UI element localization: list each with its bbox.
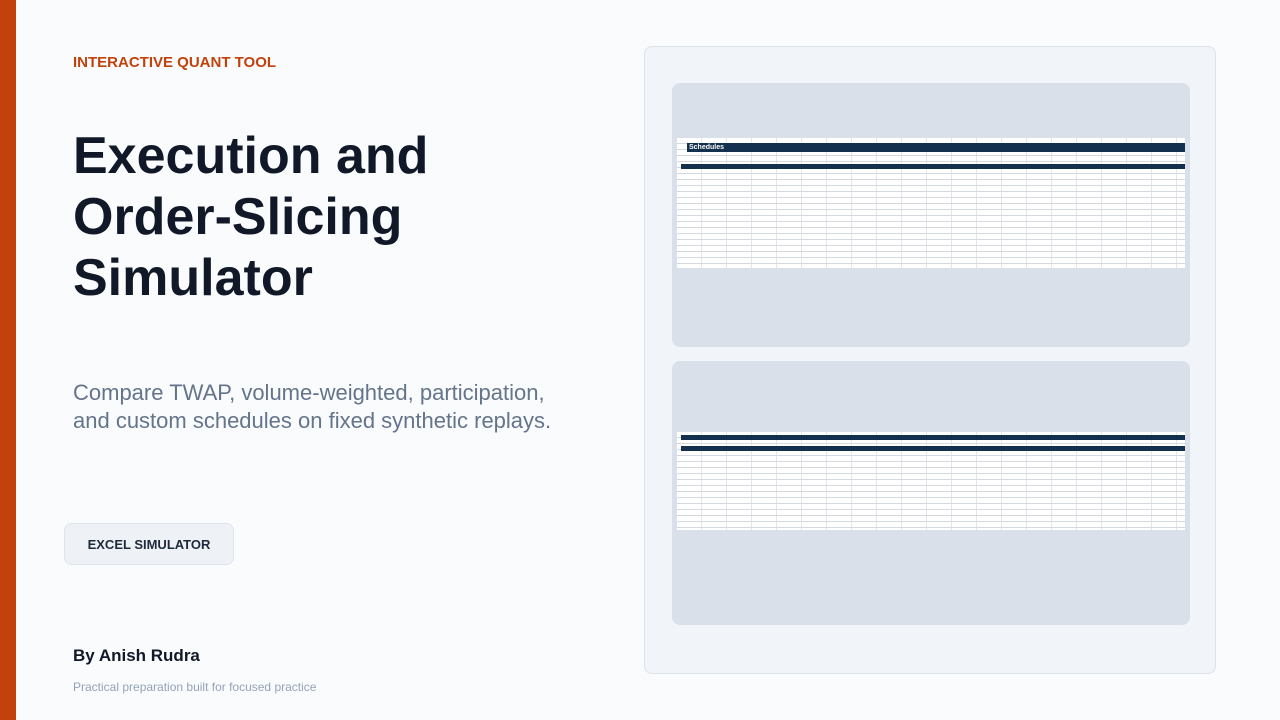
preview-card <box>672 361 1190 625</box>
sheet-title: Schedules <box>687 143 1185 152</box>
preview-panel: Schedules <box>644 46 1216 674</box>
sheet-header-row <box>681 435 1185 440</box>
sheet-thumbnail: Schedules <box>677 138 1185 268</box>
tagline: Practical preparation built for focused … <box>73 680 317 694</box>
accent-bar <box>0 0 16 720</box>
eyebrow: INTERACTIVE QUANT TOOL <box>73 54 277 71</box>
title: Execution and Order-Slicing Simulator <box>73 127 429 307</box>
sheet-thumbnail <box>677 432 1185 530</box>
sheet-header-row <box>681 164 1185 169</box>
preview-card: Schedules <box>672 83 1190 347</box>
subtitle: Compare TWAP, volume-weighted, participa… <box>73 380 552 433</box>
sheet-header-row <box>681 446 1185 451</box>
author: By Anish Rudra <box>73 646 200 665</box>
excel-button[interactable]: EXCEL SIMULATOR <box>64 523 234 565</box>
